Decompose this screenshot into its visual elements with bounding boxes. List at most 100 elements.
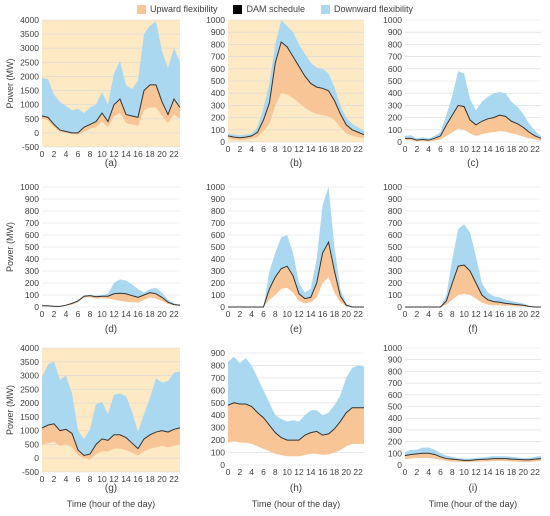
ytick-label-f-8: 800 — [388, 206, 402, 216]
xtick-label-h-5: 10 — [282, 467, 292, 477]
xtick-label-b-0: 0 — [226, 144, 231, 154]
ytick-label-e-0: 0 — [220, 302, 225, 312]
xtick-label-e-4: 8 — [273, 309, 278, 319]
ytick-label-e-1: 100 — [211, 290, 225, 300]
ytick-label-i-8: 800 — [388, 366, 402, 376]
xlabel-h: Time (hour of the day) — [252, 499, 340, 509]
ytick-label-i-9: 900 — [388, 355, 402, 365]
xtick-label-a-1: 2 — [52, 149, 57, 159]
ytick-label-f-10: 1000 — [383, 182, 402, 192]
legend-swatch-upward — [136, 4, 146, 14]
xtick-label-i-3: 6 — [438, 467, 443, 477]
xlabel-g: Time (hour of the day) — [67, 499, 155, 509]
series-dam-f — [405, 264, 541, 308]
xtick-label-c-4: 8 — [450, 144, 455, 154]
legend-label-upward: Upward flexibility — [149, 4, 218, 14]
ytick-label-c-3: 300 — [388, 100, 402, 110]
xtick-label-a-10: 20 — [157, 149, 167, 159]
ytick-label-c-9: 900 — [388, 27, 402, 37]
xtick-label-i-4: 8 — [450, 467, 455, 477]
ytick-label-h-8: 800 — [211, 360, 225, 370]
xtick-label-e-11: 22 — [353, 309, 363, 319]
ytick-label-e-7: 700 — [211, 218, 225, 228]
xtick-label-c-0: 0 — [403, 144, 408, 154]
xtick-label-a-8: 16 — [133, 149, 143, 159]
ytick-label-b-3: 300 — [211, 100, 225, 110]
xtick-label-f-1: 2 — [414, 309, 419, 319]
xtick-label-b-9: 18 — [330, 144, 340, 154]
xtick-label-f-0: 0 — [403, 309, 408, 319]
xtick-label-i-7: 14 — [483, 467, 493, 477]
xtick-label-h-1: 2 — [237, 467, 242, 477]
xtick-label-g-0: 0 — [40, 474, 45, 484]
ytick-label-e-4: 400 — [211, 254, 225, 264]
xtick-label-h-2: 4 — [249, 467, 254, 477]
xtick-label-b-6: 12 — [294, 144, 304, 154]
series-downward-h — [228, 356, 364, 441]
xtick-label-f-5: 10 — [459, 309, 469, 319]
ytick-label-g-5: 2000 — [20, 398, 39, 408]
xtick-label-e-8: 16 — [318, 309, 328, 319]
ytick-label-h-6: 600 — [211, 385, 225, 395]
series-dam-g — [41, 423, 181, 457]
xtick-label-f-3: 6 — [438, 309, 443, 319]
xtick-label-d-10: 20 — [157, 309, 167, 319]
caption-c: (c) — [467, 158, 479, 169]
xtick-label-b-5: 10 — [282, 144, 292, 154]
xtick-label-b-2: 4 — [249, 144, 254, 154]
xtick-label-d-2: 4 — [64, 309, 69, 319]
series-dam-e — [228, 240, 364, 308]
ytick-label-c-1: 100 — [388, 125, 402, 135]
ytick-label-g-0: -500 — [22, 467, 39, 477]
xtick-label-e-2: 4 — [249, 309, 254, 319]
xtick-label-i-10: 20 — [519, 467, 529, 477]
ytick-label-b-7: 700 — [211, 52, 225, 62]
ytick-label-d-9: 900 — [25, 194, 39, 204]
ytick-label-a-5: 2000 — [20, 71, 39, 81]
ytick-label-c-6: 600 — [388, 64, 402, 74]
xtick-label-g-4: 8 — [88, 474, 93, 484]
ytick-label-f-2: 200 — [388, 278, 402, 288]
xtick-label-d-9: 18 — [145, 309, 155, 319]
legend-label-dam: DAM schedule — [246, 4, 306, 14]
series-upward-e — [228, 242, 364, 307]
xtick-label-c-7: 14 — [483, 144, 493, 154]
ytick-label-a-6: 2500 — [20, 57, 39, 67]
series-upward-h — [228, 402, 364, 457]
xtick-label-c-6: 12 — [471, 144, 481, 154]
xtick-label-e-9: 18 — [330, 309, 340, 319]
ytick-label-i-2: 200 — [388, 437, 402, 447]
xtick-label-f-11: 22 — [530, 309, 540, 319]
xtick-label-i-6: 12 — [471, 467, 481, 477]
ytick-label-d-5: 500 — [25, 242, 39, 252]
ytick-label-i-5: 500 — [388, 402, 402, 412]
ytick-label-e-9: 900 — [211, 194, 225, 204]
xtick-label-i-0: 0 — [403, 467, 408, 477]
ytick-label-a-3: 1000 — [20, 100, 39, 110]
ytick-label-c-2: 200 — [388, 113, 402, 123]
ytick-label-h-5: 500 — [211, 398, 225, 408]
xtick-label-h-8: 16 — [318, 467, 328, 477]
ytick-label-c-0: 0 — [397, 137, 402, 147]
xtick-label-b-8: 16 — [318, 144, 328, 154]
ytick-label-c-8: 800 — [388, 39, 402, 49]
xtick-label-d-1: 2 — [52, 309, 57, 319]
ytick-label-e-10: 1000 — [206, 182, 225, 192]
xtick-label-a-3: 6 — [76, 149, 81, 159]
series-upward-d — [42, 292, 180, 307]
series-dam-c — [405, 104, 542, 141]
xtick-label-c-10: 20 — [519, 144, 529, 154]
ytick-label-g-7: 3000 — [20, 371, 39, 381]
xtick-label-i-1: 2 — [414, 467, 419, 477]
xtick-label-a-5: 10 — [97, 149, 107, 159]
ytick-label-b-2: 200 — [211, 113, 225, 123]
ytick-label-i-7: 700 — [388, 378, 402, 388]
xtick-label-g-3: 6 — [76, 474, 81, 484]
xtick-label-h-11: 22 — [353, 467, 363, 477]
xtick-label-g-11: 22 — [169, 474, 179, 484]
ytick-label-g-4: 1500 — [20, 412, 39, 422]
xtick-label-d-5: 10 — [97, 309, 107, 319]
xtick-label-d-0: 0 — [40, 309, 45, 319]
